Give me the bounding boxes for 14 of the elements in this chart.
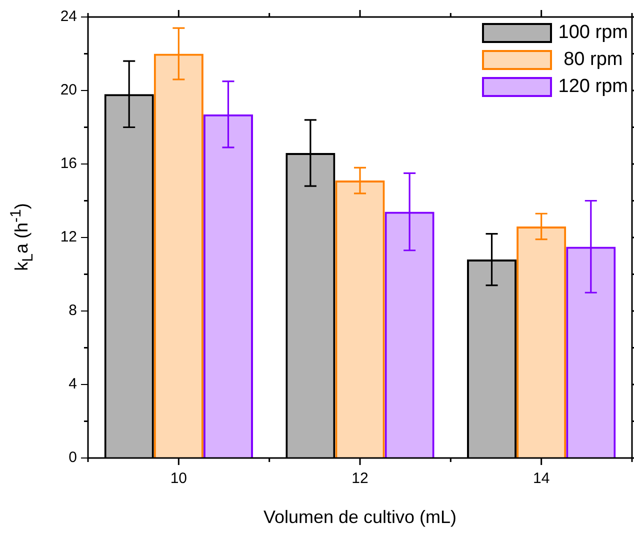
x-tick-label: 14	[532, 470, 550, 488]
x-tick-label: 12	[352, 470, 368, 488]
y-tick-label: 4	[68, 376, 77, 393]
y-tick-label: 12	[60, 228, 77, 246]
y-tick-label: 20	[60, 82, 77, 99]
x-tick-label: 10	[170, 470, 188, 488]
y-tick-label: 16	[60, 155, 77, 172]
legend-label: 80 rpm	[562, 48, 623, 70]
x-axis-title: Volumen de cultivo (mL)	[263, 507, 457, 528]
legend-label: 120 rpm	[558, 76, 628, 98]
y-tick-label: 8	[68, 302, 77, 320]
legend-label: 100 rpm	[558, 22, 628, 44]
y-tick-label: 24	[60, 8, 77, 26]
y-tick-label: 0	[68, 449, 77, 466]
